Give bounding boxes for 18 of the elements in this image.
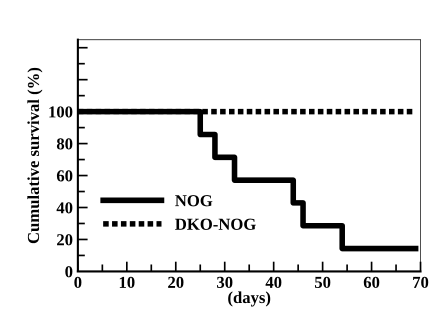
legend-label: DKO-NOG (175, 218, 256, 230)
x-tick-label: 50 (314, 276, 330, 288)
y-tick-label: 40 (56, 202, 72, 214)
x-axis-title: (days) (228, 291, 270, 307)
y-tick-label: 100 (49, 106, 72, 118)
x-tick-label: 40 (266, 276, 282, 288)
x-tick-label: 60 (364, 276, 380, 288)
y-tick-label: 80 (56, 138, 72, 150)
y-tick-label: 60 (56, 170, 72, 182)
y-axis-title: Cumulative survival (%) (27, 68, 42, 244)
y-tick-label: 20 (57, 234, 72, 246)
legend-label: NOG (175, 195, 212, 206)
x-tick-label: 10 (120, 276, 135, 288)
y-tick-label: 0 (65, 266, 72, 278)
x-tick-label: 30 (217, 276, 232, 288)
x-tick-label: 0 (74, 276, 82, 288)
x-tick-label: 20 (168, 276, 184, 288)
x-tick-label: 70 (413, 276, 428, 288)
